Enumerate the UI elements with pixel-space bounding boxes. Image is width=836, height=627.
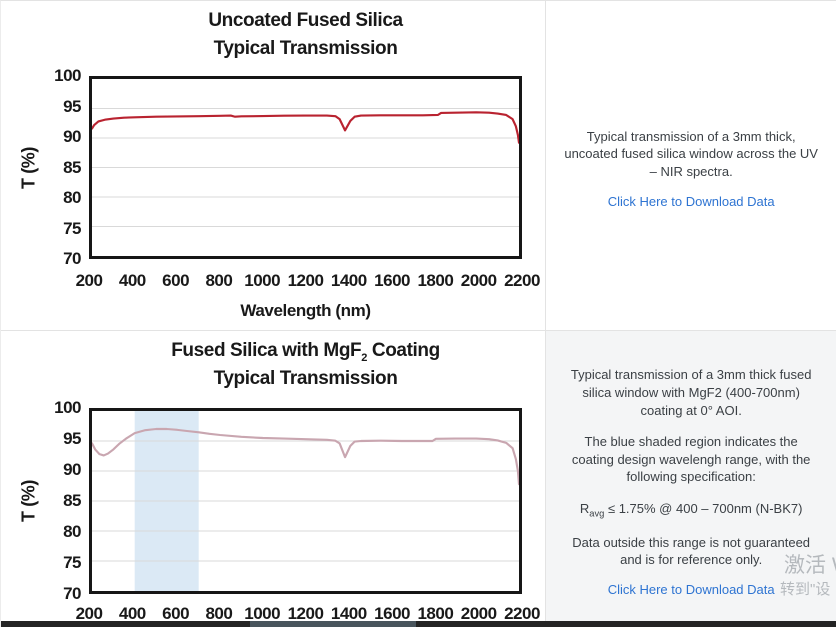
x-tick-label: 200 bbox=[75, 604, 103, 623]
y-tick-label: 85 bbox=[63, 491, 81, 510]
x-tick-label: 1800 bbox=[417, 604, 454, 623]
download-data-link[interactable]: Click Here to Download Data bbox=[607, 193, 775, 209]
uncoated-info-panel: Typical transmission of a 3mm thick, unc… bbox=[546, 1, 836, 330]
x-tick-label: 2200 bbox=[504, 271, 540, 290]
description-text: Typical transmission of a 3mm thick fuse… bbox=[570, 367, 812, 418]
x-axis-title: Wavelength (nm) bbox=[240, 301, 371, 320]
x-tick-label: 1400 bbox=[330, 271, 367, 290]
coated-chart-panel: Fused Silica with MgF2 Coating Typical T… bbox=[1, 331, 547, 627]
x-tick-label: 2000 bbox=[460, 604, 497, 623]
x-tick-label: 200 bbox=[75, 271, 103, 290]
x-tick-label: 1200 bbox=[287, 604, 324, 623]
y-tick-label: 80 bbox=[63, 522, 81, 541]
y-tick-label: 85 bbox=[63, 157, 81, 177]
transmission-curve-svg bbox=[92, 411, 519, 591]
coated-row: Fused Silica with MgF2 Coating Typical T… bbox=[1, 331, 836, 627]
x-tick-label: 400 bbox=[118, 271, 146, 290]
plot-area bbox=[89, 408, 522, 594]
description-text: The blue shaded region indicates the coa… bbox=[571, 434, 811, 485]
description-text: Typical transmission of a 3mm thick, unc… bbox=[564, 128, 818, 179]
y-tick-label: 90 bbox=[63, 127, 81, 146]
y-tick-label: 80 bbox=[63, 188, 81, 207]
x-tick-label: 800 bbox=[205, 271, 233, 290]
y-tick-label: 75 bbox=[63, 218, 81, 238]
chart-subtitle: Typical Transmission bbox=[213, 368, 398, 389]
x-tick-label: 800 bbox=[205, 604, 233, 623]
taskbar-edge-highlight bbox=[250, 621, 416, 627]
spec-text: Ravg ≤ 1.75% @ 400 – 700nm (N-BK7) bbox=[579, 500, 803, 519]
y-tick-label: 70 bbox=[63, 249, 81, 268]
transmission-curve-svg bbox=[92, 108, 519, 227]
uncoated-row: Uncoated Fused Silica Typical Transmissi… bbox=[1, 1, 836, 331]
x-tick-label: 1400 bbox=[330, 604, 367, 623]
x-tick-label: 1800 bbox=[417, 271, 454, 290]
windows-activation-watermark-line2: 转到"设 bbox=[780, 581, 831, 598]
y-tick-label: 95 bbox=[63, 96, 81, 116]
description-text: Data outside this range is not guarantee… bbox=[572, 534, 811, 568]
download-data-link[interactable]: Click Here to Download Data bbox=[607, 582, 775, 598]
x-tick-label: 1000 bbox=[244, 604, 281, 623]
plot-area bbox=[89, 76, 522, 259]
y-tick-label: 95 bbox=[63, 429, 81, 448]
x-tick-label: 1200 bbox=[287, 271, 324, 290]
coated-info-panel: Typical transmission of a 3mm thick fuse… bbox=[546, 331, 836, 627]
x-tick-label: 2200 bbox=[504, 604, 540, 623]
x-tick-label: 600 bbox=[162, 604, 190, 623]
x-tick-label: 1600 bbox=[374, 271, 411, 290]
uncoated-chart-panel: Uncoated Fused Silica Typical Transmissi… bbox=[1, 1, 547, 330]
y-tick-label: 100 bbox=[54, 398, 81, 417]
y-tick-label: 70 bbox=[63, 584, 81, 603]
y-tick-label: 90 bbox=[63, 460, 81, 479]
window-bottom-edge bbox=[1, 621, 836, 627]
y-tick-label: 75 bbox=[63, 553, 81, 572]
x-tick-label: 600 bbox=[162, 271, 190, 290]
x-tick-label: 400 bbox=[118, 604, 146, 623]
x-tick-label: 1000 bbox=[244, 271, 281, 290]
chart-subtitle: Typical Transmission bbox=[213, 38, 398, 59]
y-tick-label: 100 bbox=[54, 66, 81, 85]
chart-title: Fused Silica with MgF2 Coating bbox=[171, 340, 440, 364]
windows-activation-watermark-line1: 激活 W bbox=[784, 554, 836, 577]
x-tick-label: 2000 bbox=[460, 271, 497, 290]
chart-title: Uncoated Fused Silica bbox=[208, 10, 403, 31]
x-tick-label: 1600 bbox=[374, 604, 411, 623]
